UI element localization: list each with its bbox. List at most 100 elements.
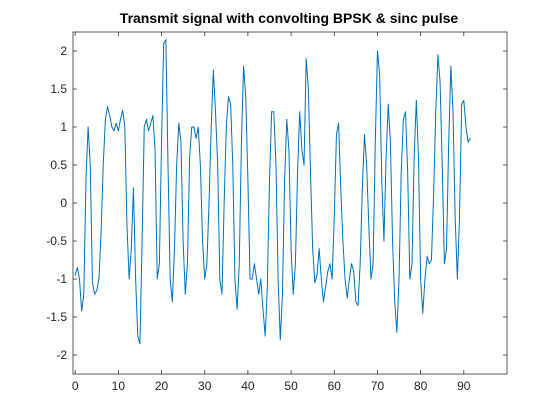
series-line-signal <box>74 39 471 345</box>
data-point <box>212 69 214 71</box>
data-point <box>405 111 406 113</box>
data-point <box>266 286 268 287</box>
data-point <box>357 305 359 306</box>
data-point <box>174 248 175 250</box>
data-point <box>253 263 255 265</box>
data-point <box>336 134 337 136</box>
data-point <box>94 293 95 295</box>
data-point <box>230 103 232 105</box>
data-point <box>377 50 378 52</box>
data-point <box>461 103 463 105</box>
data-point <box>107 106 108 107</box>
data-point <box>448 141 450 143</box>
data-point <box>433 195 434 196</box>
data-point <box>96 290 98 291</box>
data-point <box>327 271 329 272</box>
data-point <box>277 278 279 280</box>
data-point <box>452 111 454 113</box>
data-point <box>381 179 383 181</box>
x-tick-label: 70 <box>371 379 385 393</box>
data-point <box>344 278 346 280</box>
data-point <box>282 293 283 295</box>
data-point <box>338 122 339 124</box>
data-point <box>102 164 104 166</box>
data-point <box>394 301 396 303</box>
data-point <box>165 39 167 40</box>
data-point <box>141 240 143 242</box>
data-point <box>199 164 201 166</box>
data-point <box>435 111 437 113</box>
data-point <box>469 138 471 139</box>
chart-title: Transmit signal with convolting BPSK & s… <box>120 10 459 26</box>
data-point <box>154 149 156 151</box>
data-point <box>150 122 152 124</box>
data-point <box>333 217 335 219</box>
data-point <box>232 164 234 166</box>
data-point <box>463 100 465 101</box>
data-point <box>124 126 126 128</box>
data-point <box>420 278 422 280</box>
data-point <box>128 278 130 280</box>
x-tick-label: 20 <box>155 379 169 393</box>
data-point <box>316 274 318 276</box>
x-tick-label: 80 <box>414 379 428 393</box>
series-points <box>74 39 471 344</box>
data-point <box>456 278 458 280</box>
data-point <box>87 126 89 128</box>
data-point <box>215 111 216 113</box>
data-point <box>286 119 288 120</box>
data-point <box>323 301 324 303</box>
x-tick-label: 30 <box>198 379 212 393</box>
x-tick-label: 50 <box>284 379 298 393</box>
data-point <box>279 339 281 341</box>
data-point <box>297 172 298 174</box>
data-point <box>390 141 391 143</box>
data-point <box>238 263 240 265</box>
data-point <box>83 293 85 295</box>
data-point <box>418 157 419 158</box>
data-point <box>372 263 374 265</box>
data-point <box>137 335 139 337</box>
data-point <box>264 335 266 337</box>
y-tick-label: 0.5 <box>50 158 67 172</box>
data-point <box>426 255 428 257</box>
data-point <box>143 126 145 128</box>
data-point <box>446 248 447 250</box>
data-point <box>85 179 87 181</box>
data-point <box>98 278 100 280</box>
data-point <box>74 274 76 276</box>
data-point <box>407 172 409 174</box>
x-axis: 0 10 20 30 40 50 60 70 80 90 <box>72 32 471 393</box>
data-point <box>355 301 357 303</box>
data-point <box>139 343 141 344</box>
data-point <box>126 225 128 227</box>
data-point <box>331 278 333 280</box>
y-tick-label: 1 <box>60 120 67 134</box>
data-point <box>366 164 368 166</box>
data-point <box>271 111 273 113</box>
data-point <box>262 309 264 310</box>
data-point <box>387 103 389 105</box>
data-point <box>353 271 355 272</box>
data-point <box>109 115 111 116</box>
data-point <box>223 202 225 204</box>
data-point <box>197 126 199 128</box>
data-point <box>379 73 381 75</box>
data-point <box>290 248 292 250</box>
data-point <box>275 164 277 166</box>
data-point <box>459 217 460 219</box>
y-tick-label: -2 <box>56 348 67 362</box>
data-point <box>396 331 398 333</box>
data-point <box>189 157 191 158</box>
data-point <box>221 293 223 295</box>
data-point <box>400 172 402 174</box>
data-point <box>163 43 165 44</box>
data-point <box>303 164 305 166</box>
data-point <box>243 65 244 67</box>
data-point <box>256 278 257 280</box>
data-point <box>217 164 219 166</box>
data-point <box>346 297 348 299</box>
data-point <box>348 278 350 280</box>
data-point <box>156 278 158 280</box>
data-point <box>411 263 413 265</box>
